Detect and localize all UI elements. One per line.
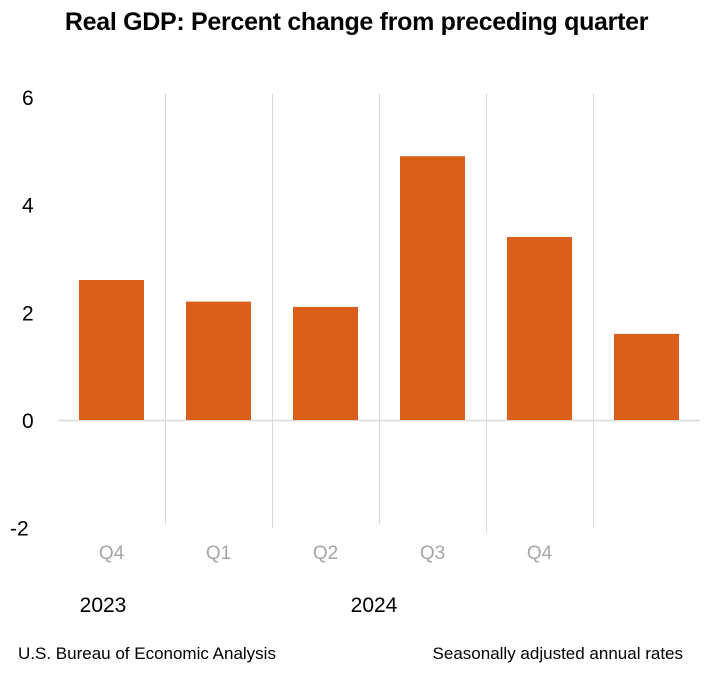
year-label: 2023 bbox=[80, 594, 127, 617]
bar bbox=[400, 156, 465, 420]
y-tick-label: 6 bbox=[22, 87, 34, 110]
y-tick-label: 0 bbox=[22, 410, 34, 433]
bar bbox=[293, 306, 358, 420]
x-tick-label: Q4 bbox=[99, 543, 125, 564]
y-axis-ticks: 6 4 2 0 -2 bbox=[10, 87, 34, 541]
y-tick-label: 4 bbox=[22, 195, 34, 218]
gridlines bbox=[58, 94, 700, 532]
x-axis-labels: Q4 Q1 Q2 Q3 Q4 bbox=[99, 543, 553, 564]
chart-title: Real GDP: Percent change from preceding … bbox=[64, 8, 649, 36]
bar bbox=[186, 301, 251, 420]
x-tick-label: Q3 bbox=[420, 543, 445, 564]
bars bbox=[79, 156, 679, 420]
x-tick-label: Q1 bbox=[206, 543, 231, 564]
source-note: U.S. Bureau of Economic Analysis bbox=[18, 644, 276, 663]
rates-note: Seasonally adjusted annual rates bbox=[432, 644, 683, 663]
bar bbox=[507, 237, 572, 420]
x-tick-label: Q2 bbox=[313, 543, 338, 564]
year-labels: 2023 2024 bbox=[80, 594, 398, 617]
y-tick-label: 2 bbox=[22, 302, 34, 325]
y-tick-label: -2 bbox=[10, 518, 29, 541]
bar bbox=[79, 280, 144, 420]
x-tick-label: Q4 bbox=[527, 543, 553, 564]
bar bbox=[614, 333, 679, 420]
year-label: 2024 bbox=[351, 594, 398, 617]
